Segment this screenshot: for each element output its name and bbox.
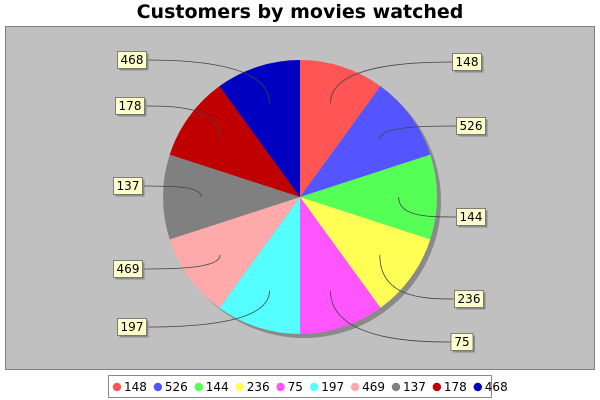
legend-swatch	[432, 382, 442, 392]
label-leader-line	[379, 125, 457, 140]
legend-item-137: 137	[391, 380, 426, 394]
label-box	[454, 290, 484, 308]
legend: 148 526 144 236 75 197 469 137 178 468	[108, 375, 508, 398]
legend-item-468: 468	[473, 380, 508, 394]
label-box	[452, 53, 482, 71]
pie-slice-144	[300, 154, 437, 240]
slice-label-text: 148	[456, 55, 479, 69]
slice-label-text: 137	[117, 179, 140, 193]
label-box	[456, 208, 486, 226]
slice-label-144: 144	[456, 208, 488, 228]
label-leader-line	[142, 254, 221, 270]
legend-label: 468	[485, 380, 508, 394]
legend-item-144: 144	[194, 380, 229, 394]
label-leader-line	[379, 254, 455, 300]
legend-item-526: 526	[153, 380, 188, 394]
legend-swatch	[310, 382, 319, 392]
label-box	[456, 117, 486, 135]
slice-label-text: 469	[117, 262, 140, 276]
pie-labels: 148 526 144 236 75 197 469 137 178 468	[113, 51, 488, 353]
legend-label: 75	[288, 380, 303, 394]
slice-label-text: 178	[119, 99, 142, 113]
label-box	[113, 177, 143, 195]
pie-slice-468	[219, 59, 300, 197]
legend-item-236: 236	[235, 380, 270, 394]
legend-swatch	[112, 382, 122, 392]
slice-label-text: 197	[121, 320, 144, 334]
pie-slice-526	[300, 86, 431, 197]
legend-swatch	[391, 382, 401, 392]
slice-label-text: 526	[460, 119, 483, 133]
legend-label: 178	[444, 380, 467, 394]
legend-swatch	[153, 382, 163, 392]
legend-label: 137	[403, 380, 426, 394]
legend-label: 197	[321, 380, 344, 394]
slice-label-236: 236	[454, 290, 486, 310]
slice-label-75: 75	[450, 333, 475, 353]
pie-slice-75	[300, 197, 381, 334]
slice-label-text: 144	[460, 210, 483, 224]
legend-label: 144	[206, 380, 229, 394]
legend-item-197: 197	[310, 380, 344, 394]
chart-title: Customers by movies watched	[136, 1, 464, 23]
label-leader-line	[398, 196, 457, 218]
label-box	[117, 51, 147, 69]
pie-slice-197	[219, 197, 300, 335]
legend-swatch	[194, 382, 203, 392]
legend-item-148: 148	[112, 380, 147, 394]
legend-swatch	[276, 382, 285, 392]
pie-slice-469	[169, 197, 300, 308]
legend-swatch	[235, 382, 244, 392]
label-box	[117, 318, 147, 336]
pie-slices	[163, 59, 441, 338]
label-box	[113, 260, 143, 278]
slice-label-469: 469	[113, 260, 145, 280]
slice-label-137: 137	[113, 177, 145, 197]
label-box	[115, 97, 145, 115]
pie-slice-148	[300, 59, 381, 197]
label-box	[450, 333, 474, 351]
label-leader-line	[144, 105, 221, 140]
slice-label-text: 75	[454, 335, 469, 349]
legend-swatch	[473, 382, 482, 392]
legend-label: 236	[247, 380, 270, 394]
slice-label-text: 236	[458, 292, 481, 306]
slice-label-178: 178	[115, 97, 147, 117]
legend-item-178: 178	[432, 380, 467, 394]
slice-label-526: 526	[456, 117, 488, 137]
label-leader-line	[142, 185, 202, 198]
legend-label: 148	[124, 380, 147, 394]
pie-slice-137	[163, 154, 300, 240]
slice-label-197: 197	[117, 318, 149, 338]
slice-label-148: 148	[452, 53, 484, 73]
legend-label: 469	[362, 380, 385, 394]
slice-label-468: 468	[117, 51, 149, 71]
legend-box	[108, 375, 492, 398]
pie-slice-236	[300, 197, 431, 308]
legend-item-75: 75	[276, 380, 303, 394]
label-leader-line	[330, 290, 452, 343]
legend-label: 526	[165, 380, 188, 394]
legend-item-469: 469	[350, 380, 385, 394]
slice-label-text: 468	[121, 53, 144, 67]
legend-swatch	[350, 382, 360, 392]
